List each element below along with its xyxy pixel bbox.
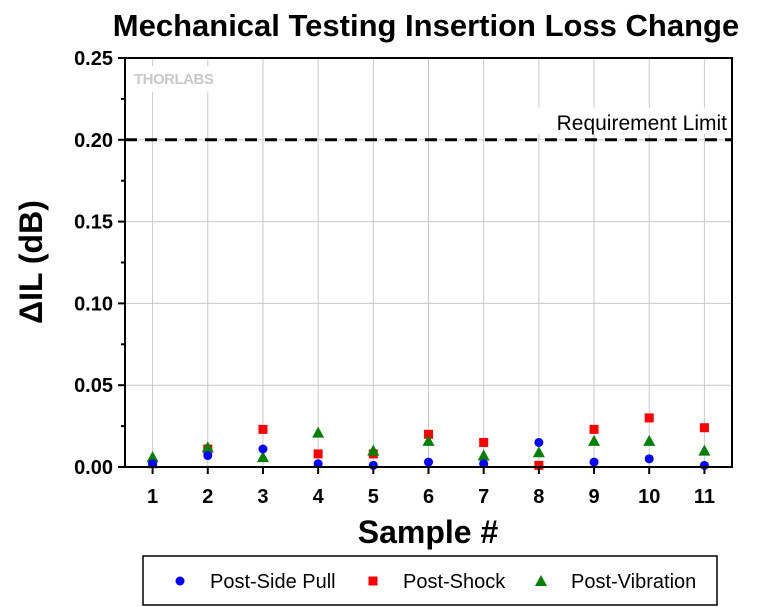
y-tick-label: 0.25 (74, 48, 113, 70)
y-tick-label: 0.20 (74, 130, 113, 152)
x-tick-label: 3 (257, 486, 268, 508)
legend-marker-circle (175, 576, 185, 586)
square-point (644, 413, 654, 423)
legend-label: Post-Side Pull (210, 571, 336, 593)
circle-point (479, 459, 489, 469)
x-tick-label: 2 (202, 486, 213, 508)
x-axis-label: Sample # (358, 514, 499, 550)
requirement-limit-label-bg (537, 107, 729, 134)
square-point (258, 424, 268, 434)
legend-marker-square (368, 576, 378, 586)
legend: Post-Side Pull Post-Shock Post-Vibration (142, 555, 718, 606)
triangle-point (588, 434, 601, 446)
x-tick-label: 11 (694, 486, 715, 508)
watermark-text: THORLABS (134, 71, 214, 88)
circle-point (424, 457, 433, 467)
chart-title: Mechanical Testing Insertion Loss Change (113, 8, 739, 43)
triangle-point (146, 451, 159, 463)
y-tick-label: 0.10 (74, 293, 113, 315)
legend-label: Post-Shock (403, 571, 506, 593)
y-tick-label: 0.15 (74, 212, 113, 234)
square-point (699, 423, 709, 433)
triangle-point (643, 434, 656, 446)
x-tick-label: 4 (313, 486, 325, 508)
y-tick-label: 0.00 (74, 457, 113, 479)
legend-box (142, 555, 718, 606)
y-axis-label: ΔIL (dB) (13, 200, 49, 324)
circle-point (148, 459, 158, 469)
series-post-vibration (146, 426, 711, 463)
x-tick-label: 6 (423, 486, 434, 508)
circle-point (534, 437, 544, 447)
square-point (479, 437, 489, 447)
square-point (534, 460, 544, 470)
x-tick-label: 1 (147, 486, 158, 508)
triangle-point (256, 451, 269, 463)
circle-point (203, 451, 213, 461)
legend-marker-triangle (535, 575, 547, 586)
requirement-limit-label: Requirement Limit (557, 112, 728, 135)
y-axis-ticks: 0.00 0.05 0.10 0.15 0.20 0.25 (74, 48, 125, 479)
circle-point (644, 454, 654, 464)
triangle-point (367, 444, 380, 456)
triangle-point (312, 426, 325, 438)
square-point (313, 449, 323, 459)
triangle-point (422, 434, 435, 446)
triangle-point (532, 446, 545, 458)
triangle-point (477, 449, 490, 461)
square-point (424, 429, 433, 439)
y-tick-label: 0.05 (74, 375, 113, 397)
triangle-point (201, 441, 214, 453)
circle-point (589, 457, 599, 467)
x-tick-label: 8 (533, 486, 544, 508)
circle-point (258, 444, 268, 454)
x-tick-label: 5 (368, 486, 379, 508)
x-axis-ticks: 1 2 3 4 5 6 7 8 9 10 11 (147, 467, 715, 508)
square-point (589, 424, 599, 434)
x-tick-label: 10 (638, 486, 660, 508)
triangle-point (698, 444, 711, 456)
x-tick-label: 7 (478, 486, 489, 508)
x-tick-label: 9 (588, 486, 599, 508)
circle-point (313, 459, 323, 469)
watermark-logo: THORLABS (130, 66, 225, 92)
legend-label: Post-Vibration (571, 571, 696, 593)
